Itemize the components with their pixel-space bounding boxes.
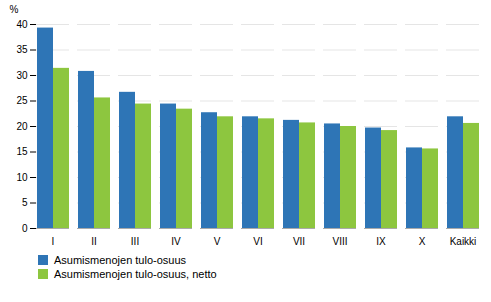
svg-text:V: V xyxy=(214,236,221,247)
svg-text:X: X xyxy=(419,236,426,247)
svg-text:IX: IX xyxy=(376,236,386,247)
svg-text:VIII: VIII xyxy=(332,236,347,247)
svg-text:VII: VII xyxy=(293,236,305,247)
svg-text:15: 15 xyxy=(16,146,28,157)
svg-text:%: % xyxy=(10,4,19,15)
svg-text:30: 30 xyxy=(16,70,28,81)
svg-text:5: 5 xyxy=(22,197,28,208)
svg-text:II: II xyxy=(91,236,97,247)
svg-text:0: 0 xyxy=(22,223,28,234)
svg-text:VI: VI xyxy=(253,236,262,247)
html-text:Asumismenojen tulo-osuus: Asumismenojen tulo-osuus xyxy=(54,254,187,266)
svg-text:35: 35 xyxy=(16,44,28,55)
svg-text:20: 20 xyxy=(16,121,28,132)
svg-text:25: 25 xyxy=(16,95,28,106)
svg-text:IV: IV xyxy=(171,236,181,247)
svg-text:10: 10 xyxy=(16,172,28,183)
html-text:Asumismenojen tulo-osuus, nett: Asumismenojen tulo-osuus, netto xyxy=(54,268,217,280)
svg-text:I: I xyxy=(52,236,55,247)
svg-text:40: 40 xyxy=(16,19,28,30)
svg-text:III: III xyxy=(131,236,139,247)
svg-text:Kaikki: Kaikki xyxy=(450,236,477,247)
